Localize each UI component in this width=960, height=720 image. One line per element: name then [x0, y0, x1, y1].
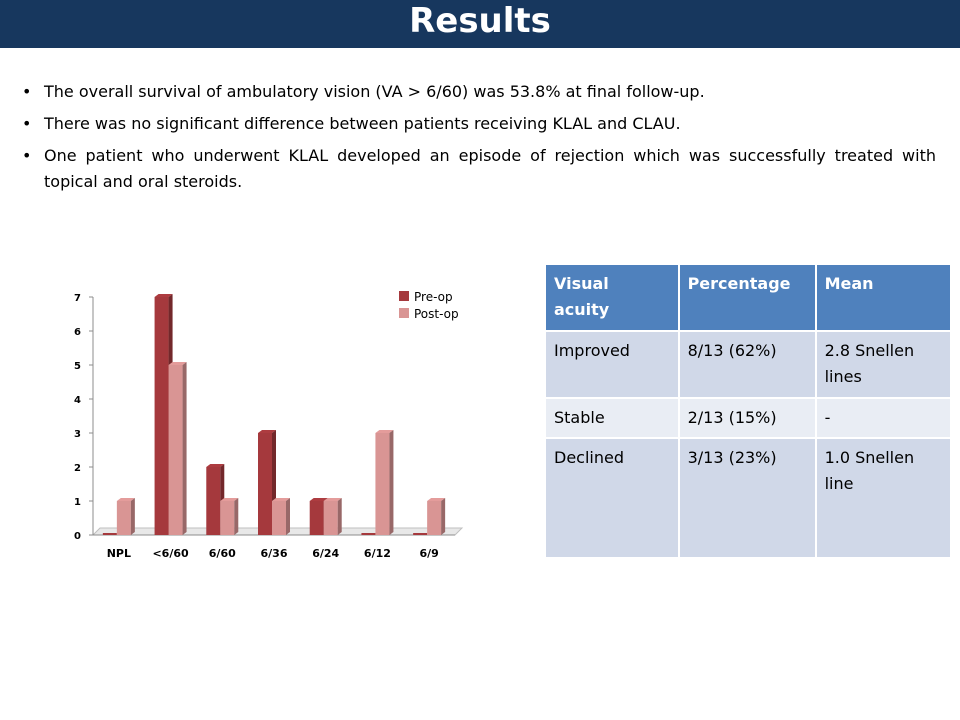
- x-tick-label: NPL: [107, 547, 131, 560]
- bar-top: [258, 430, 276, 433]
- bar: [154, 297, 169, 535]
- y-tick-label: 3: [74, 429, 81, 440]
- table-cell: -: [814, 397, 953, 439]
- bar-side: [337, 498, 342, 535]
- bar-top: [309, 498, 328, 501]
- bar: [116, 501, 131, 535]
- y-tick-label: 4: [74, 395, 81, 406]
- table-cell: Declined: [544, 437, 680, 559]
- y-tick-label: 0: [74, 531, 81, 542]
- table-cell: 2/13 (15%): [677, 397, 817, 439]
- table-row: Stable 2/13 (15%) -: [544, 397, 953, 439]
- bar-top: [427, 498, 446, 501]
- table-cell: Stable: [544, 397, 680, 439]
- bar: [323, 501, 338, 535]
- bullet-item: One patient who underwent KLAL developed…: [22, 143, 936, 195]
- bar: [272, 501, 286, 535]
- bar-top: [272, 498, 290, 501]
- table-header-cell: Mean: [814, 263, 953, 332]
- table-header-cell: Percentage: [677, 263, 817, 332]
- bar: [102, 533, 117, 535]
- table-row: Declined 3/13 (23%) 1.0 Snellen line: [544, 437, 953, 559]
- table-row: Improved 8/13 (62%) 2.8 Snellen lines: [544, 330, 953, 399]
- bar: [258, 433, 272, 535]
- bar: [375, 433, 390, 535]
- bar-top: [154, 294, 173, 297]
- bar-top: [168, 362, 187, 365]
- y-tick-label: 1: [74, 497, 81, 508]
- legend-swatch: [399, 308, 409, 318]
- y-tick-label: 5: [74, 361, 81, 372]
- table-header-row: Visual acuity Percentage Mean: [544, 263, 953, 332]
- bar-top: [116, 498, 135, 501]
- legend-label: Pre-op: [414, 290, 453, 304]
- bar: [413, 533, 428, 535]
- x-tick-label: 6/12: [364, 547, 391, 560]
- bar-top: [206, 464, 225, 467]
- table-cell: 1.0 Snellen line: [814, 437, 953, 559]
- bar: [309, 501, 324, 535]
- bar-chart: 0 1 2 3 4 5 6 7 NPL <6/60 6/60 6/36 6/24 6/12 6/9 Pre-o…: [47, 277, 487, 573]
- bar-side: [130, 498, 135, 535]
- table-cell: Improved: [544, 330, 680, 399]
- bar: [168, 365, 183, 535]
- bar: [427, 501, 442, 535]
- y-tick-label: 2: [74, 463, 81, 474]
- bullet-list: The overall survival of ambulatory visio…: [22, 79, 936, 201]
- x-tick-label: 6/24: [312, 547, 339, 560]
- bar-side: [441, 498, 446, 535]
- x-tick-label: 6/60: [209, 547, 236, 560]
- legend-label: Post-op: [414, 307, 459, 321]
- bullet-item: There was no significant difference betw…: [22, 111, 936, 137]
- table-cell: 8/13 (62%): [677, 330, 817, 399]
- title-bar: [0, 0, 960, 48]
- table-header-cell: Visual acuity: [544, 263, 680, 332]
- slide-title: Results: [409, 1, 551, 41]
- bar-top: [375, 430, 394, 433]
- table-cell: 2.8 Snellen lines: [814, 330, 953, 399]
- x-tick-label: <6/60: [152, 547, 189, 560]
- visual-acuity-table: Visual acuity Percentage Mean Improved 8…: [544, 263, 953, 559]
- bar: [206, 467, 221, 535]
- bar-top: [323, 498, 342, 501]
- table-cell: 3/13 (23%): [677, 437, 817, 559]
- bar-top: [220, 498, 239, 501]
- bar-side: [389, 430, 394, 535]
- y-tick-label: 6: [74, 327, 81, 338]
- bar: [220, 501, 235, 535]
- bar-side: [182, 362, 187, 535]
- x-tick-label: 6/9: [419, 547, 438, 560]
- bar-side: [286, 498, 290, 535]
- legend-swatch: [399, 291, 409, 301]
- x-tick-label: 6/36: [261, 547, 288, 560]
- bullet-item: The overall survival of ambulatory visio…: [22, 79, 936, 105]
- bar-side: [234, 498, 239, 535]
- y-tick-label: 7: [74, 293, 81, 304]
- bar-chart-svg: 0 1 2 3 4 5 6 7 NPL <6/60 6/60 6/36 6/24 6/12 6/9 Pre-o…: [74, 290, 464, 560]
- bar: [361, 533, 376, 535]
